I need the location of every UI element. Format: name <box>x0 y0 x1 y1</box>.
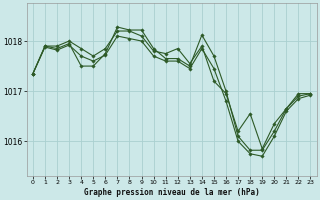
X-axis label: Graphe pression niveau de la mer (hPa): Graphe pression niveau de la mer (hPa) <box>84 188 260 197</box>
